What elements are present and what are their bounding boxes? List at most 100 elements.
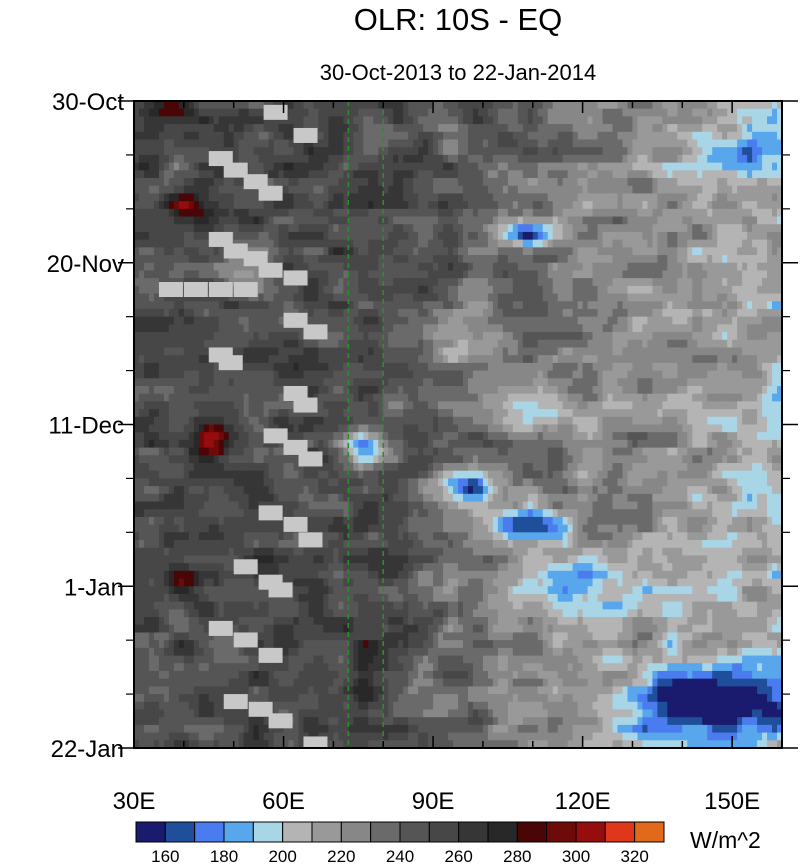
olr-cell	[567, 285, 574, 295]
olr-cell	[438, 116, 444, 125]
olr-cell	[303, 162, 310, 171]
olr-cell	[398, 332, 404, 341]
olr-cell	[358, 339, 364, 349]
olr-cell	[358, 255, 364, 264]
olr-cell	[393, 278, 399, 287]
olr-cell	[383, 270, 389, 279]
olr-cell	[537, 162, 544, 171]
olr-cell	[188, 147, 195, 156]
olr-cell	[657, 231, 663, 241]
olr-cell	[672, 385, 678, 395]
olr-cell	[547, 193, 554, 202]
olr-cell	[552, 255, 559, 264]
olr-cell	[143, 285, 150, 295]
olr-cell	[248, 270, 255, 279]
olr-cell	[148, 378, 155, 387]
olr-cell	[642, 216, 649, 225]
olr-cell	[532, 224, 539, 233]
olr-cell	[328, 185, 334, 195]
olr-cell	[453, 231, 459, 241]
olr-cell	[353, 124, 359, 133]
olr-cell	[358, 139, 364, 148]
olr-cell	[134, 355, 140, 364]
olr-cell	[198, 178, 205, 187]
olr-cell	[178, 370, 185, 379]
olr-cell	[552, 131, 559, 141]
olr-cell	[148, 278, 155, 287]
olr-cell	[268, 385, 275, 395]
olr-cell	[752, 362, 758, 372]
olr-cell	[298, 193, 305, 202]
olr-cell	[263, 208, 270, 218]
olr-cell	[632, 193, 639, 202]
olr-cell	[607, 239, 614, 248]
olr-cell	[692, 231, 698, 241]
olr-cell	[617, 316, 624, 325]
olr-cell	[497, 285, 504, 295]
olr-cell	[577, 301, 584, 310]
olr-cell	[323, 162, 329, 171]
olr-cell	[268, 116, 275, 125]
olr-cell	[193, 324, 200, 333]
olr-cell	[622, 293, 629, 302]
olr-cell	[438, 178, 444, 187]
olr-cell	[223, 385, 230, 395]
olr-cell	[677, 147, 683, 156]
olr-cell	[557, 124, 564, 133]
olr-cell	[313, 178, 320, 187]
olr-cell	[233, 216, 240, 225]
olr-cell	[577, 147, 584, 156]
olr-cell	[188, 339, 195, 349]
olr-cell	[313, 247, 320, 256]
olr-cell	[458, 178, 464, 187]
olr-cell	[388, 262, 394, 272]
olr-cell	[388, 201, 394, 210]
olr-cell	[682, 124, 688, 133]
olr-cell	[373, 231, 379, 241]
olr-cell	[323, 316, 329, 325]
olr-cell	[188, 270, 195, 279]
olr-cell	[258, 116, 265, 125]
olr-cell	[597, 139, 604, 148]
olr-cell	[198, 308, 205, 318]
olr-cell	[612, 355, 619, 364]
olr-cell	[203, 255, 210, 264]
olr-cell	[467, 139, 474, 148]
olr-cell	[732, 378, 738, 387]
olr-cell	[158, 347, 165, 356]
olr-cell	[477, 270, 484, 279]
olr-cell	[193, 262, 200, 272]
olr-cell	[507, 170, 514, 179]
olr-cell	[597, 278, 604, 287]
olr-cell	[288, 131, 295, 141]
olr-cell	[527, 308, 534, 318]
olr-cell	[198, 316, 205, 325]
olr-cell	[213, 216, 220, 225]
olr-cell	[353, 131, 359, 141]
olr-cell	[677, 339, 683, 349]
olr-cell	[178, 231, 185, 241]
olr-cell	[413, 301, 419, 310]
olr-cell	[358, 362, 364, 372]
olr-cell	[592, 170, 599, 179]
olr-cell	[742, 147, 748, 156]
olr-cell	[258, 278, 265, 287]
olr-cell	[537, 224, 544, 233]
olr-cell	[507, 131, 514, 141]
olr-cell	[248, 362, 255, 372]
olr-cell	[627, 324, 634, 333]
olr-cell	[587, 208, 594, 218]
olr-cell	[408, 162, 414, 171]
olr-cell	[497, 301, 504, 310]
olr-cell	[687, 208, 693, 218]
olr-cell	[722, 116, 728, 125]
olr-cell	[293, 201, 300, 210]
olr-cell	[343, 178, 349, 187]
olr-cell	[647, 293, 653, 302]
olr-cell	[712, 178, 718, 187]
olr-cell	[158, 270, 165, 279]
olr-cell	[607, 370, 614, 379]
olr-cell	[527, 293, 534, 302]
olr-cell	[198, 216, 205, 225]
olr-cell	[637, 301, 644, 310]
